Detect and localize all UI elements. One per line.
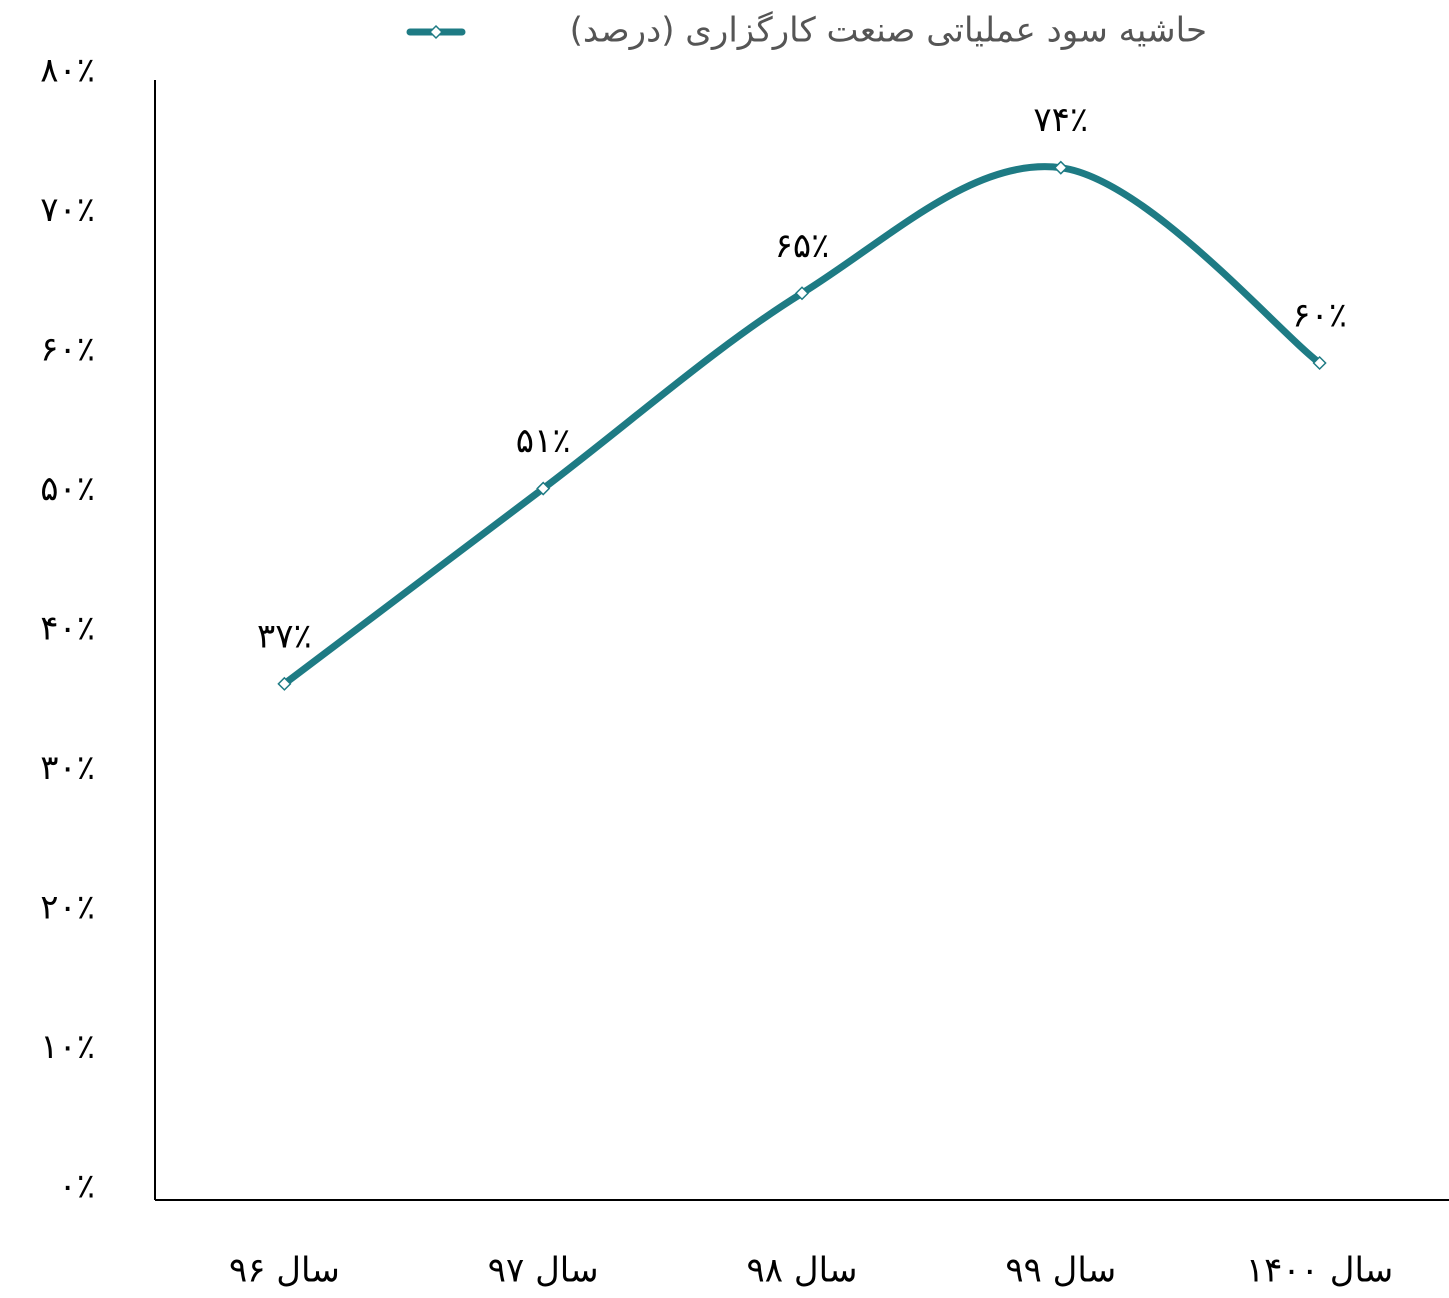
legend-label: حاشیه سود عملیاتی صنعت کارگزاری (درصد) bbox=[570, 11, 1207, 51]
x-tick-label: سال ۹۸ bbox=[747, 1251, 858, 1291]
y-tick-label: ۸۰٪ bbox=[40, 51, 95, 91]
data-label: ۶۰٪ bbox=[1292, 296, 1347, 336]
y-tick-label: ۴۰٪ bbox=[40, 609, 95, 649]
point-marker bbox=[794, 286, 810, 301]
x-tick-label: سال ۹۹ bbox=[1005, 1251, 1116, 1291]
y-tick-label: ۷۰٪ bbox=[40, 190, 95, 230]
y-tick-label: ۵۰٪ bbox=[40, 469, 95, 509]
y-tick-label: ۰٪ bbox=[58, 1167, 95, 1207]
x-tick-label: سال ۱۴۰۰ bbox=[1246, 1251, 1393, 1291]
y-tick-label: ۶۰٪ bbox=[40, 330, 95, 370]
point-marker bbox=[1053, 160, 1068, 175]
y-tick-label: ۱۰٪ bbox=[40, 1027, 95, 1067]
data-label: ۵۱٪ bbox=[516, 421, 571, 461]
point-marker bbox=[277, 676, 292, 691]
y-tick-label: ۲۰٪ bbox=[40, 888, 95, 928]
data-label: ۷۴٪ bbox=[1033, 100, 1088, 140]
data-label: ۳۷٪ bbox=[257, 616, 312, 656]
x-tick-label: سال ۹۷ bbox=[488, 1251, 599, 1291]
x-tick-label: سال ۹۶ bbox=[229, 1251, 340, 1291]
y-tick-label: ۳۰٪ bbox=[40, 748, 95, 788]
data-label: ۶۵٪ bbox=[775, 226, 830, 266]
point-marker bbox=[536, 481, 551, 496]
legend-marker bbox=[428, 24, 444, 40]
point-marker bbox=[1312, 355, 1327, 371]
